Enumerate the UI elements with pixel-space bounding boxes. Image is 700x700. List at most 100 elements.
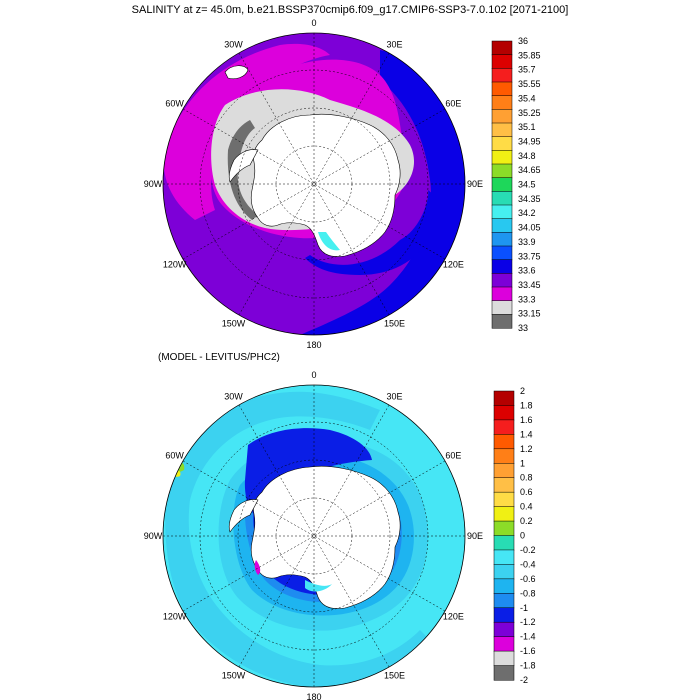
colorbar-swatch [491, 259, 513, 274]
colorbar-swatch [491, 218, 513, 233]
top-band-33.75-b [305, 190, 440, 275]
colorbar-label: 33.45 [518, 280, 541, 290]
lon-label: 180 [306, 692, 321, 700]
lon-label: 30W [224, 392, 243, 402]
colorbar-swatch [491, 163, 513, 179]
lon-label: 30E [386, 392, 402, 402]
top-antarctica [250, 113, 401, 257]
colorbar-label: -0.2 [520, 545, 536, 555]
colorbar-label: -0.4 [520, 559, 536, 569]
lon-label: 0 [311, 18, 316, 28]
bottom-colorbar: 2 1.8 1.6 1.4 1.2 1 0.8 0.6 0.4 0.2 0 -0.2 -0.4 -0.6 -… [493, 386, 536, 685]
colorbar-label: 33.75 [518, 251, 541, 261]
colorbar-label: -2 [520, 675, 528, 685]
colorbar-swatch [493, 636, 515, 652]
colorbar-label: 1.2 [520, 444, 533, 454]
top-band-33.75 [300, 50, 465, 335]
colorbar-swatch [493, 405, 515, 421]
colorbar-swatch [493, 434, 515, 450]
colorbar-swatch [491, 245, 513, 261]
colorbar-swatch [491, 81, 513, 97]
colorbar-label: 36 [518, 36, 528, 46]
top-island [224, 65, 249, 80]
lon-label: 150E [384, 318, 405, 328]
colorbar-swatch [491, 136, 513, 151]
colorbar-label: 0.4 [520, 502, 533, 512]
colorbar-label: 35.85 [518, 50, 541, 60]
colorbar-label: 0.6 [520, 487, 533, 497]
lon-label: 180 [306, 340, 321, 350]
lon-label: 60E [445, 99, 461, 109]
colorbar-swatch [493, 419, 515, 435]
lon-label: 60E [445, 451, 461, 461]
colorbar-swatch [493, 665, 515, 681]
colorbar-label: -1 [520, 603, 528, 613]
colorbar-swatch [493, 520, 515, 537]
colorbar-swatch [491, 40, 513, 56]
bot-band-neg0.2-ross [305, 580, 332, 592]
colorbar-swatch [493, 448, 515, 464]
top-title: SALINITY at z= 45.0m, b.e21.BSSP370cmip6… [132, 4, 569, 16]
colorbar-swatch [493, 390, 515, 406]
colorbar-swatch [491, 177, 513, 192]
colorbar-label: -1.2 [520, 617, 536, 627]
lon-label: 120E [443, 612, 464, 622]
colorbar-label: 0.8 [520, 473, 533, 483]
lon-label: 30W [224, 40, 243, 50]
colorbar-label: -0.6 [520, 574, 536, 584]
top-map-border [162, 32, 466, 336]
colorbar-label: 0.2 [520, 516, 533, 526]
colorbar-swatch [493, 607, 515, 623]
lon-label: 0 [311, 370, 316, 380]
colorbar-label: 33.15 [518, 309, 541, 319]
colorbar-swatch [493, 506, 515, 522]
colorbar-label: -1.6 [520, 646, 536, 656]
colorbar-label: 35.4 [518, 93, 536, 103]
top-peninsula [228, 149, 259, 183]
top-band-33.9-ross [318, 232, 340, 251]
lon-label: 120W [163, 260, 187, 270]
lon-label: 120W [163, 612, 187, 622]
bot-band-neg1.4-spot [254, 560, 261, 575]
colorbar-label: 35.1 [518, 122, 536, 132]
colorbar-swatch [491, 54, 513, 69]
colorbar-swatch [493, 535, 515, 551]
colorbar-label: 34.65 [518, 165, 541, 175]
colorbar-label: 1 [520, 458, 525, 468]
colorbar-label: -1.4 [520, 632, 536, 642]
bot-graticule [163, 385, 465, 687]
colorbar-label: -0.8 [520, 588, 536, 598]
lon-label: 150E [384, 670, 405, 680]
top-longitude-labels: 0 30E 60E 90E 120E 150E 180 150W 120W 90W 60W 30W [144, 18, 483, 350]
colorbar-label: 33.3 [518, 294, 536, 304]
colorbar-swatch [493, 477, 515, 493]
colorbar-label: 34.35 [518, 194, 541, 204]
colorbar-swatch [491, 68, 513, 83]
colorbar-swatch [491, 191, 513, 206]
colorbar-label: 2 [520, 386, 525, 396]
colorbar-label: 34.2 [518, 208, 536, 218]
colorbar-swatch [493, 650, 515, 667]
lon-label: 90E [467, 179, 483, 189]
colorbar-label: 33.9 [518, 237, 536, 247]
bot-map-border [162, 384, 466, 688]
bot-peninsula [228, 499, 259, 533]
colorbar-swatch [491, 122, 513, 138]
colorbar-label: 1.8 [520, 400, 533, 410]
colorbar-label: 35.55 [518, 79, 541, 89]
colorbar-swatch [493, 549, 515, 565]
colorbar-label: 35.25 [518, 108, 541, 118]
colorbar-label: 35.7 [518, 65, 536, 75]
lon-label: 150W [222, 670, 246, 680]
top-graticule [163, 33, 465, 335]
colorbar-swatch [491, 204, 513, 220]
lon-label: 60W [165, 451, 184, 461]
colorbar-label: 0 [520, 531, 525, 541]
colorbar-swatch [491, 300, 513, 315]
colorbar-label: 34.95 [518, 136, 541, 146]
colorbar-swatch [491, 150, 513, 165]
colorbar-label: 1.4 [520, 429, 533, 439]
bot-band-neg1 [244, 428, 372, 520]
bot-antarctica [250, 465, 401, 609]
